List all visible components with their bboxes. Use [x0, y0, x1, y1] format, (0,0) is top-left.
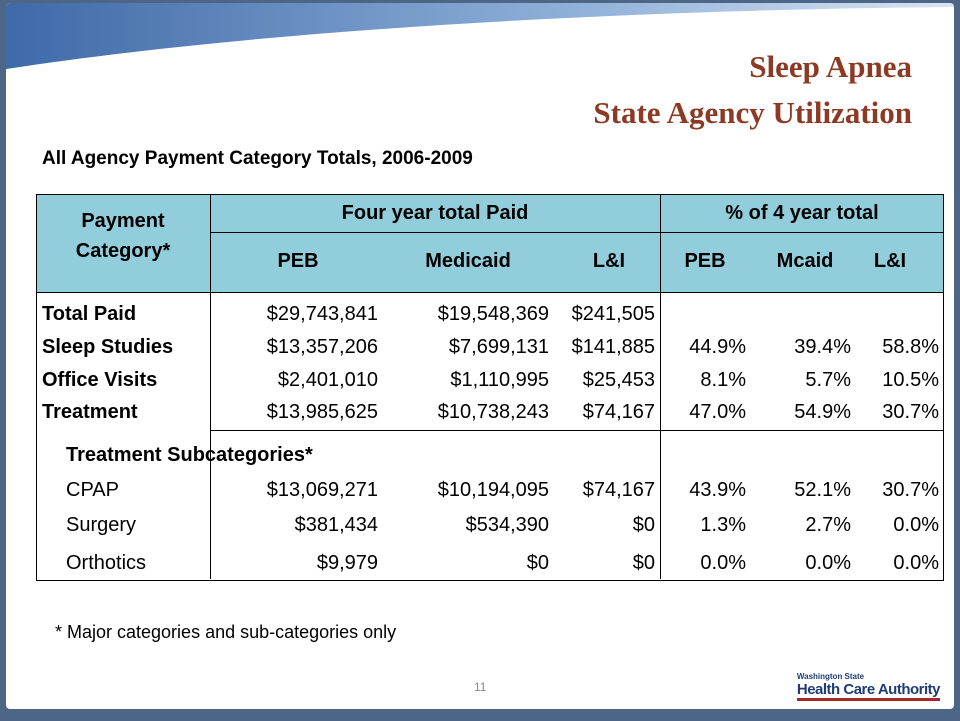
cell-value: 0.0%	[893, 514, 939, 536]
title-line: State Agency Utilization	[593, 95, 912, 130]
cell-value: $381,434	[294, 514, 378, 536]
cell-value: 1.3%	[700, 514, 746, 536]
top-swoosh	[6, 3, 954, 69]
cell-value: $2,401,010	[277, 369, 378, 391]
slide: Sleep Apnea State Agency Utilization All…	[6, 3, 954, 709]
cell-value: 0.0%	[805, 552, 851, 574]
row-label: Orthotics	[66, 552, 147, 574]
title-line: Sleep Apnea	[749, 49, 912, 84]
cell-value: 54.9%	[794, 401, 851, 423]
row-label: Sleep Studies	[42, 336, 174, 358]
cell-value: $10,738,243	[437, 401, 549, 423]
cell-value: $74,167	[582, 401, 655, 423]
rule	[660, 194, 661, 579]
header-column: L&I	[873, 250, 907, 272]
row-label: CPAP	[66, 479, 119, 501]
cell-value: 0.0%	[700, 552, 746, 574]
cell-value: 2.7%	[805, 514, 851, 536]
table: Payment Category* Four year total Paid % o…	[36, 194, 944, 581]
cell-value: $534,390	[465, 514, 549, 536]
rule	[210, 194, 211, 579]
cell-value: 52.1%	[794, 479, 851, 501]
cell-value: $1,110,995	[450, 369, 549, 391]
cell-value: $0	[632, 514, 655, 536]
row-label: Surgery	[66, 514, 137, 536]
rule	[36, 292, 944, 293]
cell-value: $74,167	[582, 479, 655, 501]
cell-value: $7,699,131	[448, 336, 549, 358]
cell-value: 30.7%	[882, 401, 939, 423]
cell-value: $9,979	[316, 552, 378, 574]
table-border	[36, 194, 944, 581]
sub-heading: Treatment Subcategories*	[66, 444, 313, 466]
header-column: PEB	[277, 250, 319, 272]
cell-value: $141,885	[571, 336, 655, 358]
header-column: Mcaid	[776, 250, 834, 272]
cell-value: $25,453	[582, 369, 655, 391]
logo-top: Washington State	[796, 672, 865, 681]
cell-value: $0	[632, 552, 655, 574]
logo: Washington State Health Care Authority	[796, 672, 941, 701]
cell-value: 39.4%	[794, 336, 851, 358]
cell-value: $13,985,625	[266, 401, 378, 423]
logo-main: Health Care Authority	[796, 681, 941, 701]
header-group: % of 4 year total	[725, 202, 879, 224]
cell-value: 58.8%	[882, 336, 939, 358]
cell-value: 10.5%	[882, 369, 939, 391]
cell-value: $13,069,271	[266, 479, 378, 501]
cell-value: $241,505	[571, 303, 655, 325]
header-first: Payment Category*	[75, 210, 171, 262]
subtitle: All Agency Payment Category Totals, 2006…	[42, 148, 473, 169]
cell-value: 30.7%	[882, 479, 939, 501]
cell-value: 47.0%	[689, 401, 746, 423]
header-bg	[36, 194, 944, 292]
rule	[210, 232, 944, 233]
rule	[210, 430, 944, 431]
cell-value: 8.1%	[700, 369, 746, 391]
row-label: Treatment	[42, 401, 138, 423]
header-column: Medicaid	[425, 250, 511, 272]
row-label: Office Visits	[42, 369, 158, 391]
footnote: * Major categories and sub-categories on…	[55, 622, 397, 642]
cell-value: $10,194,095	[437, 479, 549, 501]
cell-value: 5.7%	[805, 369, 851, 391]
header-column: PEB	[684, 250, 726, 272]
page-number: 11	[474, 680, 487, 694]
cell-value: 44.9%	[689, 336, 746, 358]
header-column: L&I	[592, 250, 626, 272]
cell-value: 0.0%	[893, 552, 939, 574]
cell-value: 43.9%	[689, 479, 746, 501]
row-label: Total Paid	[42, 303, 137, 325]
cell-value: $19,548,369	[437, 303, 549, 325]
cell-value: $0	[526, 552, 549, 574]
cell-value: $29,743,841	[266, 303, 378, 325]
header-group: Four year total Paid	[341, 202, 529, 224]
cell-value: $13,357,206	[266, 336, 378, 358]
